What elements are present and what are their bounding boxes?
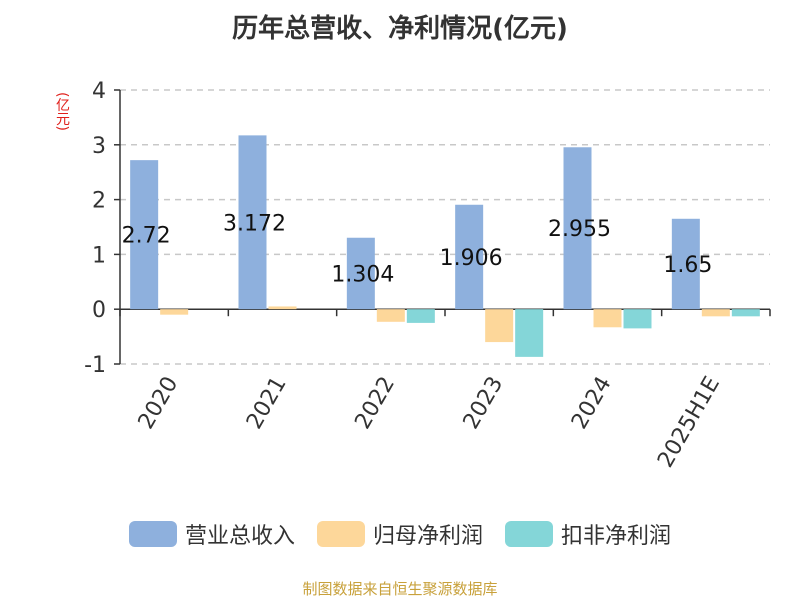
y-tick-label: -1	[84, 353, 106, 378]
x-tick-label: 2020	[134, 373, 184, 434]
bar-deducted-profit	[623, 309, 652, 329]
bar-revenue	[238, 135, 267, 310]
legend-label-net-profit: 归母净利润	[372, 524, 483, 549]
bar-net-profit	[593, 309, 622, 328]
data-label: 1.304	[331, 262, 394, 287]
bar-revenue	[346, 237, 375, 310]
source-note: 制图数据来自恒生聚源数据库	[302, 580, 498, 598]
data-labels: 2.72 3.172 1.304 1.906 2.955 1.65	[122, 211, 713, 287]
legend: 营业总收入 归母净利润 扣非净利润	[0, 516, 800, 552]
x-tick-label: 2025H1E	[653, 373, 725, 472]
data-label: 1.65	[663, 253, 712, 278]
bar-deducted-profit	[731, 309, 760, 317]
bar-net-profit	[485, 309, 514, 343]
data-label: 1.906	[440, 246, 503, 271]
bar-net-profit	[160, 309, 189, 315]
x-tick-label: 2022	[350, 373, 400, 434]
y-tick-label: 1	[92, 243, 106, 268]
data-label: 2.72	[122, 224, 171, 249]
chart-title: 历年总营收、净利情况(亿元)	[232, 14, 568, 44]
y-tick-label: 2	[92, 189, 106, 214]
x-tick-label: 2021	[242, 373, 292, 434]
bar-revenue	[130, 160, 159, 310]
bar-net-profit	[701, 309, 730, 317]
legend-item-net-profit[interactable]: 归母净利润	[316, 518, 483, 550]
legend-swatch-deducted-profit	[505, 521, 553, 547]
data-label: 3.172	[223, 211, 286, 236]
bars	[130, 135, 760, 357]
legend-label-deducted-profit: 扣非净利润	[561, 524, 672, 549]
bar-deducted-profit	[406, 309, 435, 323]
legend-swatch-net-profit	[316, 521, 365, 547]
bar-chart: -1 0 1 2 3 4 2020 2021 2022 2023 2024 2025H1E 2.72 3…	[84, 79, 771, 472]
bar-deducted-profit	[515, 309, 544, 357]
y-axis-unit: (亿元)	[54, 92, 70, 131]
y-tick-label: 0	[92, 298, 106, 323]
legend-item-revenue[interactable]: 营业总收入	[128, 518, 295, 550]
bar-net-profit	[376, 309, 405, 322]
bar-revenue	[455, 204, 484, 310]
legend-swatch-revenue	[128, 521, 177, 547]
grid-lines	[120, 89, 770, 365]
y-tick-label: 4	[92, 79, 106, 104]
legend-label-revenue: 营业总收入	[184, 524, 295, 549]
x-tick-label: 2024	[567, 373, 617, 434]
bar-revenue	[671, 218, 700, 310]
y-tick-label: 3	[92, 134, 106, 159]
data-label: 2.955	[548, 217, 611, 242]
bar-revenue	[563, 147, 592, 310]
legend-item-deducted-profit[interactable]: 扣非净利润	[505, 518, 671, 550]
bar-net-profit	[268, 306, 297, 310]
x-tick-label: 2023	[459, 372, 509, 433]
